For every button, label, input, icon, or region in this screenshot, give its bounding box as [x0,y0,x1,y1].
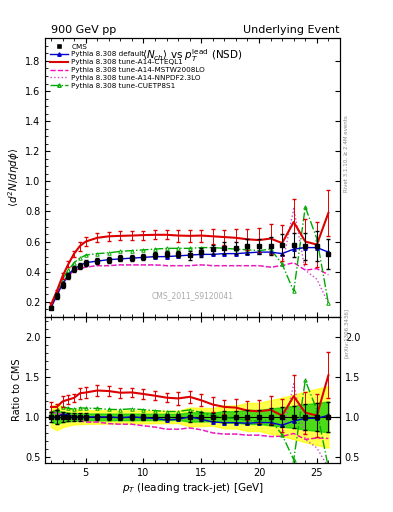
Text: 900 GeV pp: 900 GeV pp [51,25,116,35]
Legend: CMS, Pythia 8.308 default, Pythia 8.308 tune-A14-CTEQL1, Pythia 8.308 tune-A14-M: CMS, Pythia 8.308 default, Pythia 8.308 … [49,42,206,90]
Text: Rivet 3.1.10, ≥ 2.4M events: Rivet 3.1.10, ≥ 2.4M events [344,115,349,192]
Text: [arXiv:1306.3436]: [arXiv:1306.3436] [344,308,349,358]
Text: CMS_2011_S9120041: CMS_2011_S9120041 [152,291,233,300]
Y-axis label: Ratio to CMS: Ratio to CMS [12,359,22,421]
Text: Underlying Event: Underlying Event [243,25,340,35]
Y-axis label: $\langle d^2 N/d\eta d\phi \rangle$: $\langle d^2 N/d\eta d\phi \rangle$ [6,148,22,207]
Text: $\langle N_{ch}\rangle$ vs $p_T^{\rm lead}$ (NSD): $\langle N_{ch}\rangle$ vs $p_T^{\rm lea… [142,47,243,63]
X-axis label: $p_T$ (leading track-jet) [GeV]: $p_T$ (leading track-jet) [GeV] [121,481,264,495]
